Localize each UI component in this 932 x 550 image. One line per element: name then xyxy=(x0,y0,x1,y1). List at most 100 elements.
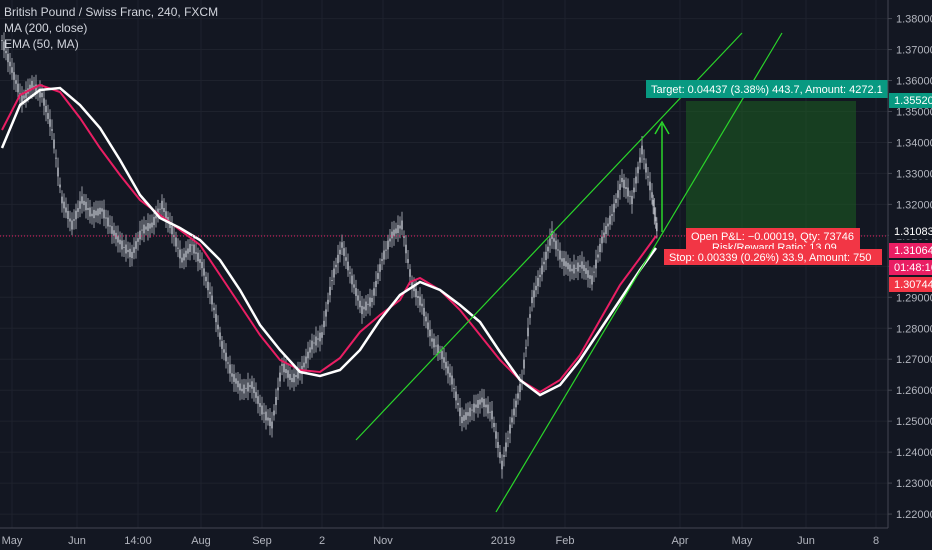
candle-body xyxy=(115,232,117,240)
candle-body xyxy=(61,196,63,204)
x-axis[interactable]: May Jun 14:00 Aug Sep 2 Nov 2019 Feb Apr May Jun 8 xyxy=(2,535,879,547)
ema-indicator-label[interactable]: EMA (50, MA) xyxy=(4,37,79,51)
candle-body xyxy=(495,431,497,439)
candle-body xyxy=(539,274,541,278)
candle-body xyxy=(525,347,527,349)
candle-body xyxy=(267,417,269,421)
candle-body xyxy=(515,400,517,408)
candle-body xyxy=(651,192,653,198)
candle-body xyxy=(69,218,71,222)
x-tick-label: Sep xyxy=(252,535,272,547)
x-tick-label: 8 xyxy=(873,535,879,547)
candle-body xyxy=(197,252,199,262)
candle-body xyxy=(59,184,61,188)
candle-body xyxy=(257,396,259,404)
candle-body xyxy=(85,201,87,211)
price-badge xyxy=(889,277,932,292)
candle-body xyxy=(273,410,275,416)
candle-body xyxy=(91,213,93,217)
candle-body xyxy=(319,332,321,342)
candle-body xyxy=(285,369,287,373)
candle-body xyxy=(151,222,153,228)
candle-body xyxy=(397,224,399,234)
candle-body xyxy=(373,288,375,296)
candle-body xyxy=(429,329,431,337)
candle-body xyxy=(265,411,267,421)
candle-body xyxy=(303,362,305,368)
candle-body xyxy=(629,195,631,197)
candle-body xyxy=(161,200,163,210)
candle-body xyxy=(119,239,121,245)
x-tick-label: Jun xyxy=(797,535,815,547)
candle-body xyxy=(277,387,279,391)
candle-body xyxy=(459,407,461,417)
price-candles xyxy=(1,32,658,479)
candle-body xyxy=(225,352,227,362)
candle-body xyxy=(5,50,7,54)
candle-body xyxy=(15,80,17,84)
candle-body xyxy=(419,296,421,306)
candle-body xyxy=(293,373,295,383)
candle-body xyxy=(105,217,107,219)
ma-indicator-label[interactable]: MA (200, close) xyxy=(4,21,88,35)
candle-body xyxy=(43,98,45,106)
candle-body xyxy=(189,244,191,252)
candle-body xyxy=(635,176,637,184)
candle-body xyxy=(627,187,629,197)
candle-body xyxy=(47,113,49,119)
candle-body xyxy=(287,370,289,378)
candle-body xyxy=(261,405,263,415)
candle-body xyxy=(177,247,179,249)
candle-body xyxy=(377,273,379,279)
candle-body xyxy=(179,249,181,259)
candle-body xyxy=(355,288,357,296)
x-tick-label: Nov xyxy=(373,535,393,547)
candle-body xyxy=(441,351,443,359)
candle-body xyxy=(219,332,221,340)
candle-body xyxy=(315,336,317,346)
candle-body xyxy=(311,340,313,350)
candle-body xyxy=(77,208,79,212)
candle-body xyxy=(475,404,477,408)
y-tick-label: 1.26000 xyxy=(896,385,932,397)
candle-body xyxy=(81,196,83,204)
candle-body xyxy=(191,244,193,246)
candle-body xyxy=(73,219,75,221)
candle-body xyxy=(363,306,365,310)
candle-body xyxy=(3,41,5,51)
candle-body xyxy=(485,404,487,408)
candle-body xyxy=(543,261,545,265)
candle-body xyxy=(369,297,371,307)
y-tick-label: 1.25000 xyxy=(896,416,932,428)
candle-body xyxy=(309,347,311,353)
candle-body xyxy=(13,72,15,80)
candle-body xyxy=(199,259,201,263)
projection-arrow-head xyxy=(654,120,670,135)
candle-body xyxy=(567,262,569,270)
candle-body xyxy=(623,179,625,189)
candle-body xyxy=(591,275,593,285)
candle-body xyxy=(65,207,67,213)
candle-body xyxy=(259,403,261,407)
candle-body xyxy=(131,251,133,259)
candle-body xyxy=(275,396,277,406)
candle-body xyxy=(605,225,607,235)
candle-body xyxy=(101,208,103,212)
symbol-title[interactable]: British Pound / Swiss Franc, 240, FXCM xyxy=(4,5,219,19)
candle-body xyxy=(25,90,27,98)
candle-body xyxy=(41,92,43,98)
candle-body xyxy=(289,374,291,380)
candle-body xyxy=(239,383,241,391)
y-tick-label: 1.22000 xyxy=(896,509,932,521)
y-tick-label: 1.29000 xyxy=(896,292,932,304)
x-tick-label: 2019 xyxy=(491,535,515,547)
candle-body xyxy=(443,357,445,363)
candle-body xyxy=(593,271,595,273)
candle-body xyxy=(652,199,654,207)
candle-body xyxy=(133,247,135,253)
candle-body xyxy=(625,187,627,189)
candle-body xyxy=(337,254,339,264)
target-zone xyxy=(686,101,856,232)
candle-body xyxy=(21,95,23,105)
